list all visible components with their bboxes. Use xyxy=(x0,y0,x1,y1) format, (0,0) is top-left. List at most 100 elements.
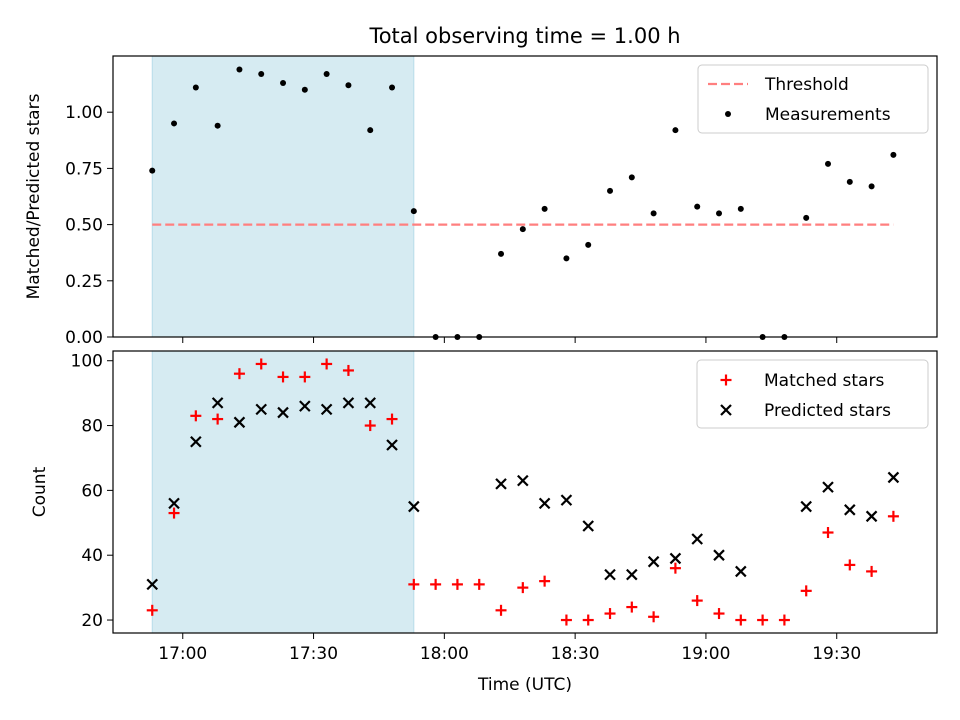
matched-star-marker xyxy=(604,608,616,620)
matched-star-marker xyxy=(364,420,376,432)
predicted-star-marker xyxy=(517,474,529,487)
predicted-star-marker xyxy=(647,555,660,568)
measurement-point xyxy=(585,241,592,248)
matched-star-marker xyxy=(408,578,420,590)
measurement-point xyxy=(519,226,526,233)
matched-star-marker xyxy=(342,364,354,376)
predicted-star-marker xyxy=(408,500,420,513)
measurement-point xyxy=(628,174,635,181)
matched-star-marker xyxy=(190,410,202,422)
top-axes-frame xyxy=(112,55,938,338)
predicted-star-marker xyxy=(146,578,159,591)
matched-star-marker xyxy=(233,368,245,380)
matched-star-marker xyxy=(626,601,638,613)
matched-star-marker xyxy=(822,527,834,539)
legend-matched-label: Matched stars xyxy=(764,371,884,391)
top-y-tick-label: 0.50 xyxy=(65,216,103,236)
predicted-star-marker xyxy=(277,406,289,419)
legend-box xyxy=(697,64,929,134)
predicted-star-marker xyxy=(713,549,725,561)
top-ticks-layer: 0.00 0.25 0.50 0.75 1.00 xyxy=(65,103,838,348)
matched-star-marker xyxy=(146,604,158,616)
bottom-axes-frame xyxy=(112,350,938,634)
predicted-star-marker xyxy=(233,416,246,429)
predicted-star-marker xyxy=(626,568,638,581)
predicted-star-marker xyxy=(211,397,224,409)
measurement-point xyxy=(280,79,287,86)
measurement-point xyxy=(214,122,221,129)
measurement-point xyxy=(171,120,178,127)
matched-star-marker xyxy=(168,507,180,519)
bottom-shade-layer xyxy=(151,350,415,634)
legend-predicted-label: Predicted stars xyxy=(764,401,891,421)
chart-title: Total observing time = 1.00 h xyxy=(368,24,680,48)
measurement-point xyxy=(258,70,265,77)
bottom-legend: Matched stars Predicted stars xyxy=(696,359,929,429)
measurement-point xyxy=(498,250,505,257)
bottom-points-layer xyxy=(146,358,900,626)
matched-star-marker xyxy=(560,614,572,626)
top-y-tick-label: 0.00 xyxy=(65,328,103,348)
top-y-tick-label: 0.75 xyxy=(65,159,103,179)
matched-star-marker xyxy=(212,413,224,425)
predicted-star-marker xyxy=(495,478,507,490)
predicted-star-marker xyxy=(255,403,268,416)
predicted-star-marker xyxy=(342,397,355,409)
measurement-point xyxy=(149,167,156,174)
top-shade-layer xyxy=(151,55,415,338)
matched-star-marker xyxy=(648,611,660,623)
top-y-tick-label: 0.25 xyxy=(65,272,103,292)
matched-star-marker xyxy=(299,371,311,383)
top-y-tick-label: 1.00 xyxy=(65,103,103,123)
bottom-ticks-layer: 17:00 17:30 18:00 18:30 19:00 19:30 20 40 60 80 10… xyxy=(71,352,862,664)
predicted-star-marker xyxy=(669,552,682,565)
bottom-y-axis-label: Count xyxy=(30,466,50,517)
bottom-y-tick-label: 100 xyxy=(71,352,103,372)
matched-star-marker xyxy=(539,575,551,587)
matched-star-marker xyxy=(669,562,681,574)
top-y-axis-label: Matched/Predicted stars xyxy=(24,93,44,299)
predicted-star-marker xyxy=(735,565,747,578)
top-points-layer xyxy=(149,66,897,340)
x-tick-label: 17:00 xyxy=(158,644,207,664)
predicted-star-marker xyxy=(844,504,856,516)
bottom-y-tick-label: 60 xyxy=(81,481,103,501)
legend-box xyxy=(696,359,929,429)
matched-star-marker xyxy=(713,608,725,620)
measurement-point xyxy=(672,127,679,134)
legend-matched-swatch xyxy=(720,374,732,386)
matched-star-marker xyxy=(321,358,333,370)
measurement-point xyxy=(803,214,810,221)
matched-star-marker xyxy=(451,578,463,590)
measurement-point xyxy=(890,151,897,158)
matched-star-marker xyxy=(844,559,856,571)
x-tick-label: 19:30 xyxy=(812,644,861,664)
measurement-point xyxy=(563,255,570,262)
x-tick-label: 17:30 xyxy=(289,644,338,664)
predicted-star-marker xyxy=(582,520,594,532)
predicted-star-marker xyxy=(364,397,377,409)
matched-star-marker xyxy=(887,510,899,522)
legend-predicted-swatch xyxy=(720,404,732,416)
bottom-y-tick-label: 40 xyxy=(81,546,103,566)
measurement-point xyxy=(868,183,875,190)
matched-star-marker xyxy=(255,358,267,370)
matched-star-marker xyxy=(757,614,769,626)
measurement-point xyxy=(389,84,396,91)
legend-measurements-label: Measurements xyxy=(765,105,891,125)
measurement-point xyxy=(410,208,417,215)
measurement-point xyxy=(825,160,832,167)
matched-star-marker xyxy=(800,585,812,597)
bottom-panel: 17:00 17:30 18:00 18:30 19:00 19:30 20 40 60 80 10… xyxy=(30,350,938,695)
predicted-star-marker xyxy=(386,439,398,451)
x-tick-label: 18:00 xyxy=(420,644,469,664)
shaded-observing-span xyxy=(151,350,415,634)
x-axis-label: Time (UTC) xyxy=(477,675,572,695)
measurement-point xyxy=(323,70,330,77)
measurement-point xyxy=(301,86,308,93)
x-tick-label: 19:00 xyxy=(681,644,730,664)
top-legend: Threshold Measurements xyxy=(697,64,929,134)
matched-star-marker xyxy=(691,595,703,607)
top-panel: 0.00 0.25 0.50 0.75 1.00 Total observing tim… xyxy=(24,24,938,348)
